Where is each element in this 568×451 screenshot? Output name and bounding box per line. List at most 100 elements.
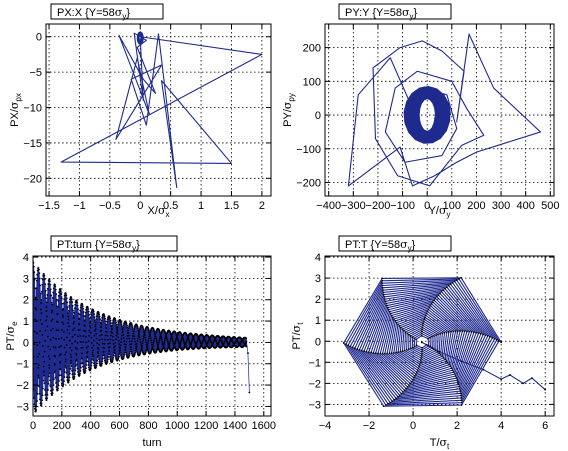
data-point bbox=[434, 349, 437, 352]
data-point bbox=[108, 316, 111, 319]
data-point bbox=[415, 338, 417, 341]
data-point bbox=[52, 327, 54, 330]
data-point bbox=[93, 313, 96, 316]
data-point bbox=[88, 334, 90, 337]
data-point bbox=[51, 311, 53, 314]
data-point bbox=[409, 382, 412, 385]
data-point bbox=[73, 333, 76, 336]
data-point bbox=[79, 366, 82, 369]
x-tick-label: −0.5 bbox=[99, 200, 121, 212]
data-point bbox=[406, 332, 409, 335]
data-point bbox=[151, 347, 154, 350]
data-point bbox=[451, 281, 454, 284]
y-tick-label: −3 bbox=[308, 399, 321, 411]
data-point bbox=[133, 326, 136, 329]
data-point bbox=[351, 346, 354, 349]
data-point bbox=[145, 341, 147, 344]
data-point bbox=[170, 335, 173, 338]
data-point bbox=[450, 330, 452, 333]
data-point bbox=[43, 374, 46, 377]
data-point bbox=[96, 346, 99, 349]
data-point bbox=[70, 296, 73, 299]
plot-area bbox=[342, 276, 547, 408]
data-point bbox=[58, 380, 60, 382]
data-point bbox=[106, 362, 108, 364]
data-point bbox=[35, 332, 38, 335]
data-point bbox=[92, 344, 95, 347]
data-point bbox=[157, 345, 159, 348]
data-point bbox=[146, 344, 149, 347]
data-point bbox=[88, 313, 91, 316]
data-point bbox=[187, 338, 190, 341]
data-point bbox=[522, 382, 525, 385]
data-point bbox=[95, 364, 98, 367]
data-point bbox=[111, 322, 114, 324]
data-point bbox=[68, 339, 71, 342]
data-point bbox=[122, 355, 125, 358]
data-point bbox=[455, 377, 458, 379]
data-point bbox=[117, 357, 120, 360]
chart-title-text: PT:T {Y=58 bbox=[345, 239, 400, 251]
data-point bbox=[470, 331, 473, 333]
data-point bbox=[104, 320, 107, 323]
data-point bbox=[82, 365, 84, 368]
axis-label-text: PT/ bbox=[5, 332, 17, 350]
data-point bbox=[389, 401, 392, 404]
data-point bbox=[82, 311, 85, 313]
data-point bbox=[185, 342, 187, 344]
x-tick-label: −2 bbox=[363, 420, 376, 432]
data-point bbox=[398, 394, 401, 397]
data-point bbox=[475, 331, 478, 334]
data-point bbox=[83, 329, 85, 332]
data-point bbox=[509, 374, 511, 376]
data-point bbox=[40, 290, 43, 293]
data-point bbox=[72, 316, 75, 319]
chart-title-subscript: y bbox=[122, 12, 126, 21]
data-point bbox=[433, 335, 435, 337]
data-point bbox=[110, 322, 112, 325]
data-point bbox=[96, 342, 99, 345]
data-point bbox=[93, 334, 96, 337]
data-point bbox=[489, 336, 491, 338]
data-point bbox=[41, 334, 44, 336]
data-point bbox=[396, 395, 399, 398]
data-point bbox=[495, 339, 498, 341]
data-point bbox=[456, 330, 459, 332]
data-point bbox=[460, 397, 463, 399]
data-point bbox=[81, 303, 84, 306]
data-point bbox=[43, 360, 46, 363]
data-point bbox=[353, 347, 356, 350]
data-point bbox=[397, 351, 400, 353]
data-point bbox=[92, 349, 95, 352]
y-tick-label: −5 bbox=[29, 67, 42, 79]
data-point bbox=[115, 331, 118, 334]
data-series-2 bbox=[136, 31, 144, 45]
data-point bbox=[412, 377, 415, 379]
data-point bbox=[421, 328, 424, 331]
data-point bbox=[122, 326, 125, 329]
y-tick-label: 4 bbox=[23, 252, 29, 264]
data-point bbox=[92, 309, 95, 312]
data-point bbox=[165, 335, 168, 337]
data-point bbox=[416, 369, 419, 372]
data-point bbox=[445, 360, 448, 363]
data-point bbox=[144, 329, 146, 332]
axis-label: X/σx bbox=[148, 204, 170, 219]
data-point bbox=[177, 339, 180, 342]
x-tick-label: 1.5 bbox=[224, 200, 239, 212]
data-point bbox=[385, 404, 387, 406]
data-point bbox=[372, 352, 375, 354]
data-point bbox=[60, 379, 63, 381]
data-point bbox=[106, 320, 109, 323]
data-point bbox=[68, 379, 70, 382]
axis-label: turn bbox=[143, 437, 162, 449]
data-point bbox=[130, 348, 132, 351]
data-point bbox=[116, 333, 119, 335]
data-point bbox=[377, 352, 379, 355]
data-point bbox=[72, 309, 74, 312]
data-point bbox=[101, 316, 103, 319]
data-point bbox=[93, 330, 96, 332]
axis-label-subscript: t bbox=[296, 322, 305, 325]
chart-title-subscript: y bbox=[132, 244, 136, 253]
data-point bbox=[73, 377, 76, 380]
